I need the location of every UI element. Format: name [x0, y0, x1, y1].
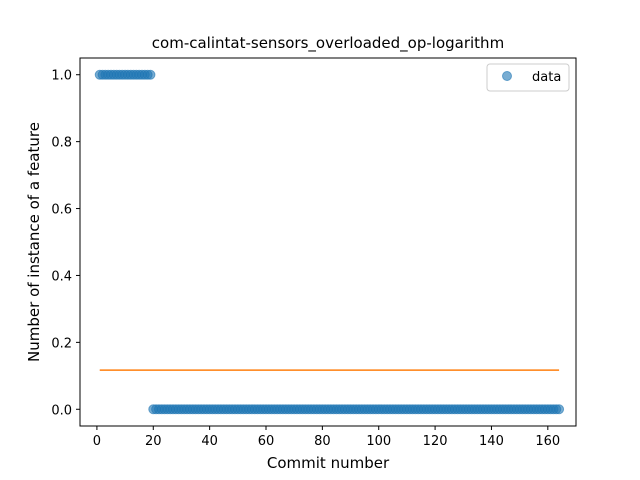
x-axis-label: Commit number: [267, 454, 390, 472]
x-tick-label: 100: [366, 434, 391, 449]
legend: data: [486, 63, 570, 92]
y-tick-label: 1.0: [51, 69, 72, 84]
y-tick-label: 0.0: [51, 403, 72, 418]
data-point: [145, 69, 156, 80]
x-tick-label: 160: [535, 434, 560, 449]
chart-title: com-calintat-sensors_overloaded_op-logar…: [152, 34, 504, 53]
y-axis-label: Number of instance of a feature: [25, 122, 43, 362]
legend-label-data: data: [532, 70, 561, 85]
x-tick-label: 20: [145, 434, 162, 449]
x-tick-label: 120: [423, 434, 448, 449]
y-tick-label: 0.2: [51, 336, 72, 351]
y-tick-label: 0.8: [51, 136, 72, 151]
y-tick-label: 0.4: [51, 269, 72, 284]
x-tick-label: 40: [201, 434, 218, 449]
x-tick-label: 80: [314, 434, 331, 449]
legend-marker-data: [502, 71, 512, 81]
x-tick-label: 0: [93, 434, 101, 449]
axes-frame: [79, 57, 577, 427]
x-tick-label: 60: [258, 434, 275, 449]
plot-area: 0 20 40 60 80 100 120 140 160 0.0 0.2 0.4 0.6 0.8 1.0: [51, 57, 577, 449]
data-point: [554, 404, 565, 415]
legend-frame: [486, 63, 570, 92]
x-tick-label: 140: [479, 434, 504, 449]
y-tick-label: 0.6: [51, 203, 72, 218]
